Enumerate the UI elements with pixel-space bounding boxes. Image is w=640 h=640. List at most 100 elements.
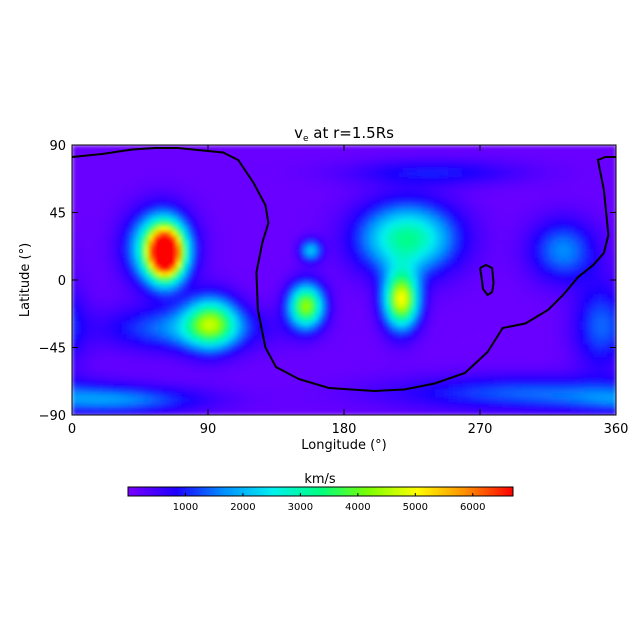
- heatmap-cell: [81, 329, 87, 335]
- heatmap-cell: [90, 235, 96, 241]
- heatmap-cell: [402, 248, 409, 254]
- heatmap-cell: [158, 356, 164, 362]
- heatmap-cell: [185, 392, 191, 398]
- heatmap-cell: [162, 379, 168, 385]
- heatmap-cell: [353, 167, 359, 173]
- heatmap-cell: [99, 154, 105, 160]
- heatmap-cell: [430, 145, 436, 151]
- heatmap-cell: [99, 248, 105, 254]
- heatmap-cell: [176, 185, 182, 191]
- heatmap-cell: [208, 221, 214, 227]
- heatmap-cell: [99, 388, 105, 394]
- heatmap-cell: [189, 325, 195, 331]
- heatmap-cell: [375, 199, 381, 205]
- heatmap-cell: [244, 293, 250, 299]
- heatmap-cell: [140, 361, 146, 367]
- heatmap-cell: [194, 163, 200, 169]
- heatmap-cell: [393, 401, 399, 407]
- heatmap-cell: [303, 163, 309, 169]
- heatmap-cell: [126, 262, 132, 268]
- heatmap-cell: [325, 158, 331, 164]
- heatmap-cell: [130, 194, 137, 200]
- heatmap-cell: [334, 293, 341, 299]
- heatmap-cell: [72, 320, 78, 326]
- heatmap-cell: [285, 410, 291, 415]
- heatmap-cell: [303, 158, 309, 164]
- heatmap-cell: [158, 271, 164, 277]
- heatmap-cell: [321, 388, 327, 394]
- heatmap-cell: [90, 181, 96, 187]
- heatmap-cell: [72, 325, 78, 331]
- heatmap-cell: [239, 257, 245, 263]
- heatmap-cell: [402, 352, 409, 358]
- heatmap-cell: [366, 329, 372, 335]
- heatmap-cell: [162, 410, 168, 415]
- heatmap-cell: [203, 334, 209, 340]
- heatmap-cell: [94, 271, 100, 277]
- heatmap-cell: [158, 289, 164, 295]
- heatmap-cell: [289, 320, 295, 326]
- heatmap-cell: [144, 388, 150, 394]
- heatmap-cell: [230, 212, 236, 218]
- heatmap-cell: [330, 320, 336, 326]
- heatmap-cell: [425, 239, 431, 245]
- heatmap-cell: [289, 271, 295, 277]
- heatmap-cell: [203, 253, 209, 259]
- heatmap-cell: [121, 410, 127, 415]
- heatmap-cell: [443, 194, 449, 200]
- heatmap-cell: [198, 379, 205, 385]
- heatmap-cell: [285, 275, 291, 281]
- heatmap-cell: [90, 316, 96, 322]
- heatmap-cell: [430, 253, 436, 259]
- heatmap-cell: [407, 199, 413, 205]
- heatmap-cell: [266, 401, 273, 407]
- heatmap-cell: [421, 185, 427, 191]
- heatmap-cell: [167, 181, 173, 187]
- heatmap-cell: [366, 230, 372, 236]
- heatmap-cell: [117, 352, 123, 358]
- heatmap-cell: [362, 329, 368, 335]
- heatmap-cell: [72, 298, 78, 304]
- heatmap-cell: [393, 316, 399, 322]
- heatmap-cell: [298, 289, 304, 295]
- heatmap-cell: [330, 280, 336, 286]
- heatmap-cell: [208, 172, 214, 178]
- heatmap-cell: [90, 325, 96, 331]
- heatmap-cell: [280, 253, 286, 259]
- heatmap-cell: [212, 275, 218, 281]
- heatmap-cell: [176, 163, 182, 169]
- heatmap-cell: [312, 163, 318, 169]
- heatmap-cell: [443, 284, 449, 290]
- heatmap-cell: [266, 167, 273, 173]
- heatmap-cell: [276, 271, 282, 277]
- heatmap-cell: [366, 266, 372, 272]
- heatmap-cell: [285, 284, 291, 290]
- heatmap-cell: [194, 361, 200, 367]
- heatmap-cell: [208, 370, 214, 376]
- heatmap-cell: [303, 410, 309, 415]
- heatmap-cell: [389, 307, 395, 313]
- heatmap-cell: [380, 266, 386, 272]
- heatmap-cell: [235, 262, 241, 268]
- heatmap-cell: [307, 266, 313, 272]
- heatmap-cell: [235, 343, 241, 349]
- heatmap-cell: [353, 230, 359, 236]
- heatmap-cell: [421, 289, 427, 295]
- heatmap-cell: [421, 307, 427, 313]
- heatmap-cell: [248, 370, 254, 376]
- heatmap-cell: [217, 226, 223, 232]
- heatmap-cell: [221, 338, 227, 344]
- heatmap-cell: [294, 302, 300, 308]
- heatmap-cell: [389, 343, 395, 349]
- heatmap-cell: [253, 338, 259, 344]
- heatmap-cell: [384, 226, 390, 232]
- heatmap-cell: [230, 374, 236, 380]
- heatmap-cell: [266, 397, 273, 403]
- heatmap-cell: [303, 226, 309, 232]
- heatmap-cell: [430, 190, 436, 196]
- heatmap-cell: [303, 280, 309, 286]
- heatmap-cell: [158, 181, 164, 187]
- heatmap-cell: [280, 248, 286, 254]
- heatmap-cell: [81, 352, 87, 358]
- heatmap-cell: [217, 167, 223, 173]
